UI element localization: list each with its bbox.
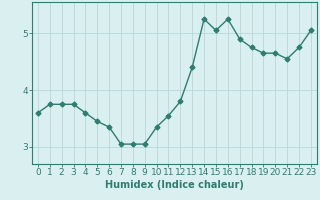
X-axis label: Humidex (Indice chaleur): Humidex (Indice chaleur) — [105, 180, 244, 190]
